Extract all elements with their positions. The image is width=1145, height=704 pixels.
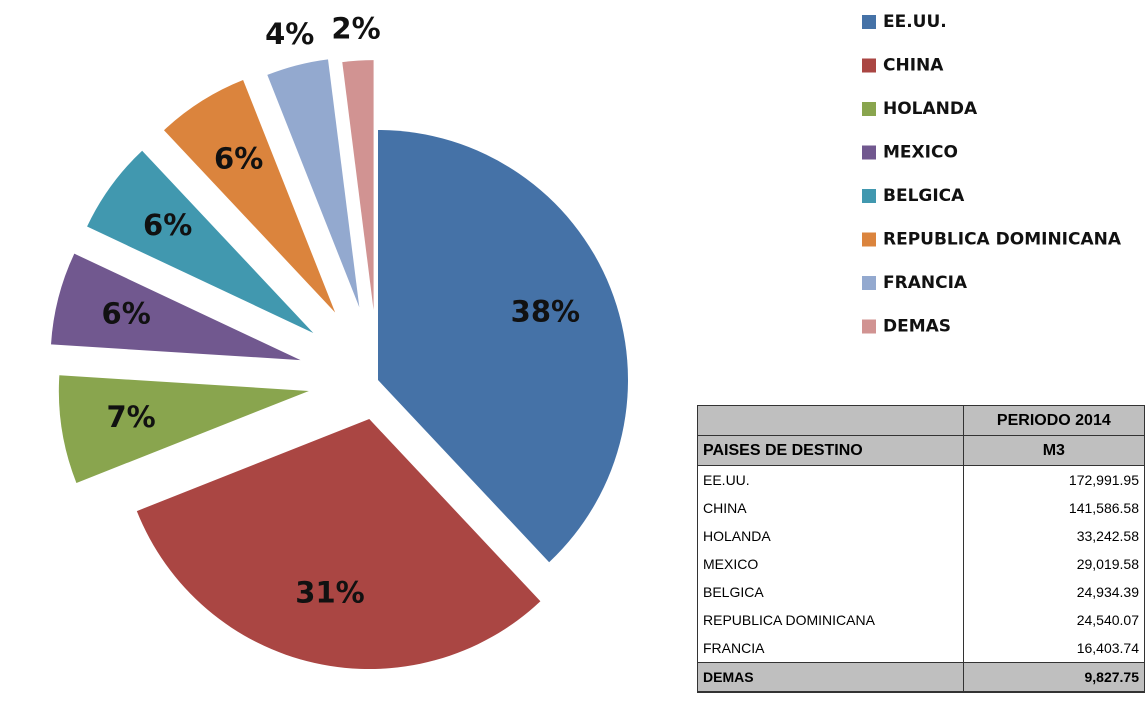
legend-label: DEMAS bbox=[883, 317, 951, 337]
country-cell: MEXICO bbox=[697, 550, 964, 578]
value-cell: 16,403.74 bbox=[962, 634, 1145, 663]
table-row: BELGICA 24,934.39 bbox=[697, 578, 1145, 606]
slice-label: 38% bbox=[511, 295, 580, 329]
table-row: FRANCIA 16,403.74 bbox=[697, 634, 1145, 663]
table-columns-row: PAISES DE DESTINO M3 bbox=[697, 435, 1145, 466]
country-cell: FRANCIA bbox=[697, 634, 964, 663]
legend-swatch bbox=[862, 58, 876, 73]
value-cell: 29,019.58 bbox=[962, 550, 1145, 578]
legend-swatch bbox=[862, 232, 876, 247]
country-cell: REPUBLICA DOMINICANA bbox=[697, 606, 964, 634]
legend-swatch bbox=[862, 276, 876, 290]
value-cell: 141,586.58 bbox=[962, 494, 1145, 522]
column-header: M3 bbox=[962, 435, 1145, 466]
legend-swatch bbox=[862, 319, 876, 334]
pie-slice bbox=[378, 130, 629, 563]
legend-label: FRANCIA bbox=[883, 273, 968, 293]
legend-label: BELGICA bbox=[883, 186, 965, 206]
table-header: PERIODO 2014 bbox=[962, 405, 1145, 436]
slice-label: 6% bbox=[102, 296, 151, 330]
value-cell: 24,540.07 bbox=[962, 606, 1145, 634]
legend-label: MEXICO bbox=[883, 143, 958, 163]
legend-swatch bbox=[862, 145, 876, 160]
country-cell: DEMAS bbox=[697, 662, 964, 693]
pie-slice bbox=[58, 375, 309, 483]
legend-label: EE.UU. bbox=[883, 12, 947, 32]
table-row: EE.UU. 172,991.95 bbox=[697, 465, 1145, 494]
country-cell: HOLANDA bbox=[697, 522, 964, 550]
value-cell: 24,934.39 bbox=[962, 578, 1145, 606]
pie-slice bbox=[267, 59, 360, 308]
pie-slice bbox=[87, 150, 314, 333]
table-row: MEXICO 29,019.58 bbox=[697, 550, 1145, 578]
pie-slice bbox=[51, 253, 301, 361]
legend-swatch bbox=[862, 189, 876, 203]
value-cell: 172,991.95 bbox=[962, 465, 1145, 494]
value-cell: 33,242.58 bbox=[962, 522, 1145, 550]
pie-slice bbox=[136, 419, 541, 670]
country-cell: CHINA bbox=[697, 494, 964, 522]
legend-swatch bbox=[862, 102, 876, 116]
slice-label: 7% bbox=[106, 400, 155, 434]
slice-label: 6% bbox=[143, 208, 192, 242]
country-cell: BELGICA bbox=[697, 578, 964, 606]
legend-label: CHINA bbox=[883, 56, 944, 76]
pie-slice bbox=[342, 60, 374, 311]
legend-label: REPUBLICA DOMINICANA bbox=[883, 230, 1122, 250]
data-table: PERIODO 2014 PAISES DE DESTINO M3 EE.UU.… bbox=[697, 405, 1145, 693]
table-header-row: PERIODO 2014 bbox=[697, 405, 1145, 436]
table-row: REPUBLICA DOMINICANA 24,540.07 bbox=[697, 606, 1145, 634]
table-row: DEMAS 9,827.75 bbox=[697, 662, 1145, 693]
country-cell: EE.UU. bbox=[697, 465, 964, 494]
pie-slice bbox=[163, 80, 336, 313]
slice-label: 2% bbox=[331, 12, 380, 46]
slice-label: 31% bbox=[295, 576, 364, 610]
legend-label: HOLANDA bbox=[883, 99, 978, 119]
column-header: PAISES DE DESTINO bbox=[697, 435, 964, 466]
header-empty bbox=[697, 405, 964, 436]
slice-label: 4% bbox=[265, 17, 314, 51]
table-row: HOLANDA 33,242.58 bbox=[697, 522, 1145, 550]
value-cell: 9,827.75 bbox=[962, 662, 1145, 693]
slice-label: 6% bbox=[214, 141, 263, 175]
legend-swatch bbox=[862, 15, 876, 29]
table-row: CHINA 141,586.58 bbox=[697, 494, 1145, 522]
